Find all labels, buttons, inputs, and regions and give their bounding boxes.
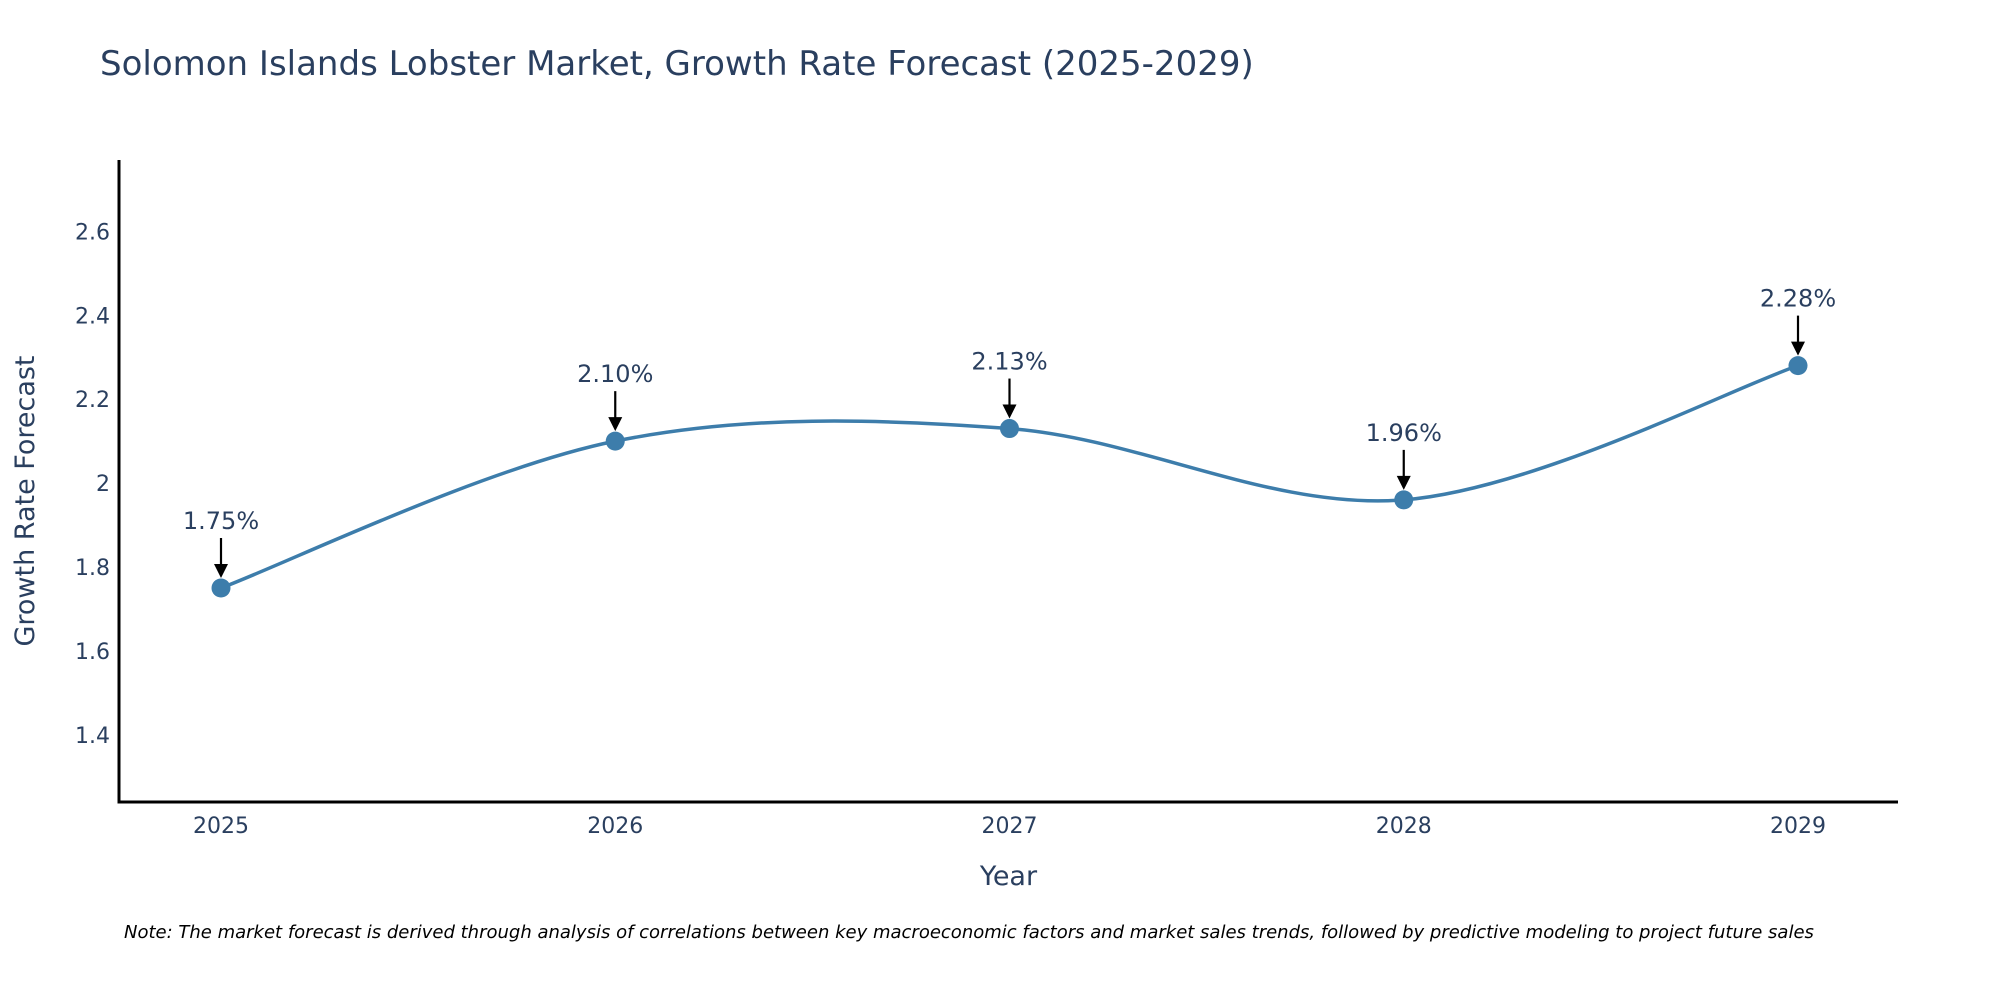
y-axis-title: Growth Rate Forecast: [10, 355, 41, 646]
chart-title: Solomon Islands Lobster Market, Growth R…: [100, 44, 1254, 84]
x-tick-label: 2028: [1376, 814, 1432, 839]
y-tick-label: 2.4: [75, 304, 110, 329]
y-tick-label: 2.2: [75, 388, 110, 413]
data-point: [1394, 490, 1414, 510]
x-axis-title: Year: [979, 861, 1038, 892]
data-label: 1.75%: [183, 507, 259, 535]
data-point: [1788, 356, 1808, 376]
data-label: 2.13%: [971, 348, 1047, 376]
annotation-arrow-head: [214, 564, 228, 578]
annotation-arrow-head: [608, 417, 623, 432]
data-annotations: 1.75% 2.10% 2.13% 1.96% 2.28%: [183, 285, 1836, 578]
data-label: 1.96%: [1366, 419, 1442, 447]
annotation-arrow-head: [1396, 475, 1411, 490]
data-markers: [211, 356, 1808, 598]
data-point: [211, 578, 231, 598]
y-axis-ticks: 1.4 1.6 1.8 2 2.2 2.4 2.6: [75, 220, 110, 749]
data-point: [1000, 419, 1019, 439]
data-label: 2.10%: [577, 360, 653, 388]
chart-note: Note: The market forecast is derived thr…: [124, 922, 1814, 943]
y-tick-label: 1.8: [75, 556, 110, 581]
annotation-arrow-head: [1002, 404, 1017, 419]
data-point: [605, 431, 625, 451]
y-tick-label: 1.4: [75, 724, 110, 749]
x-axis-ticks: 2025 2026 2027 2028 2029: [193, 814, 1826, 839]
y-tick-label: 2.6: [75, 220, 110, 245]
x-tick-label: 2025: [193, 814, 249, 839]
annotation-arrow-head: [1791, 341, 1805, 356]
x-tick-label: 2027: [982, 814, 1038, 839]
x-tick-label: 2029: [1770, 814, 1826, 839]
y-tick-label: 1.6: [75, 640, 110, 665]
y-tick-label: 2: [96, 472, 110, 497]
x-tick-label: 2026: [587, 814, 643, 839]
data-label: 2.28%: [1760, 285, 1836, 313]
